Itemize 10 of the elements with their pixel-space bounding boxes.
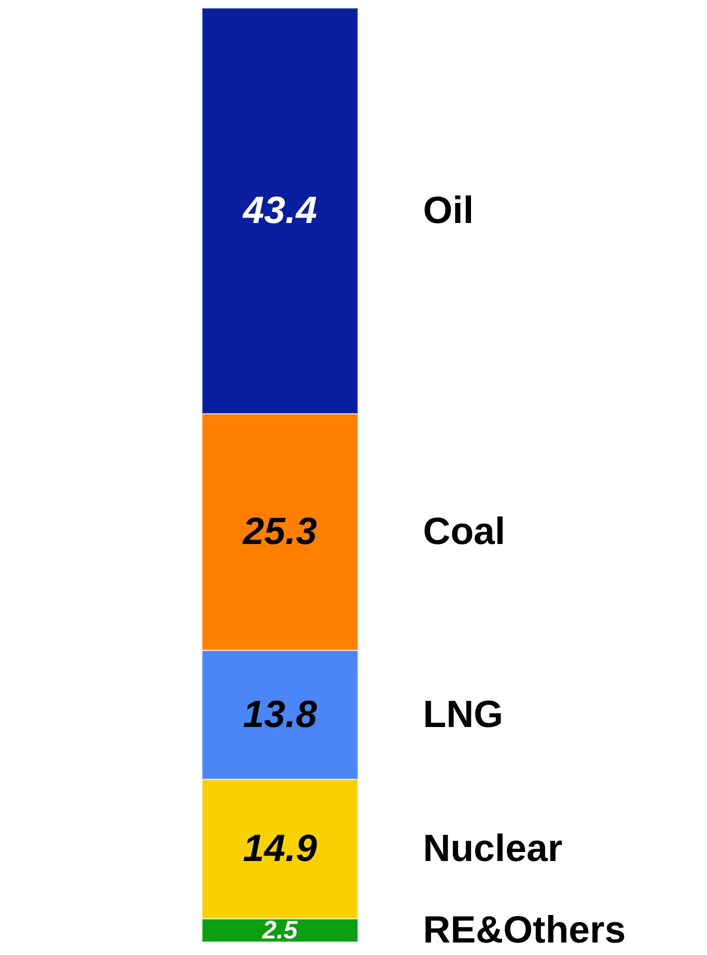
- series-label: LNG: [423, 694, 504, 736]
- data-label: 14.9: [243, 828, 317, 870]
- series-label: Nuclear: [423, 828, 563, 870]
- data-label: 2.5: [261, 916, 299, 944]
- series-label: Coal: [423, 511, 506, 554]
- data-label: 43.4: [242, 190, 317, 232]
- data-label: 25.3: [242, 511, 317, 554]
- data-label: 13.8: [243, 694, 318, 736]
- series-label: RE&Others: [423, 909, 626, 952]
- series-label: Oil: [423, 190, 474, 232]
